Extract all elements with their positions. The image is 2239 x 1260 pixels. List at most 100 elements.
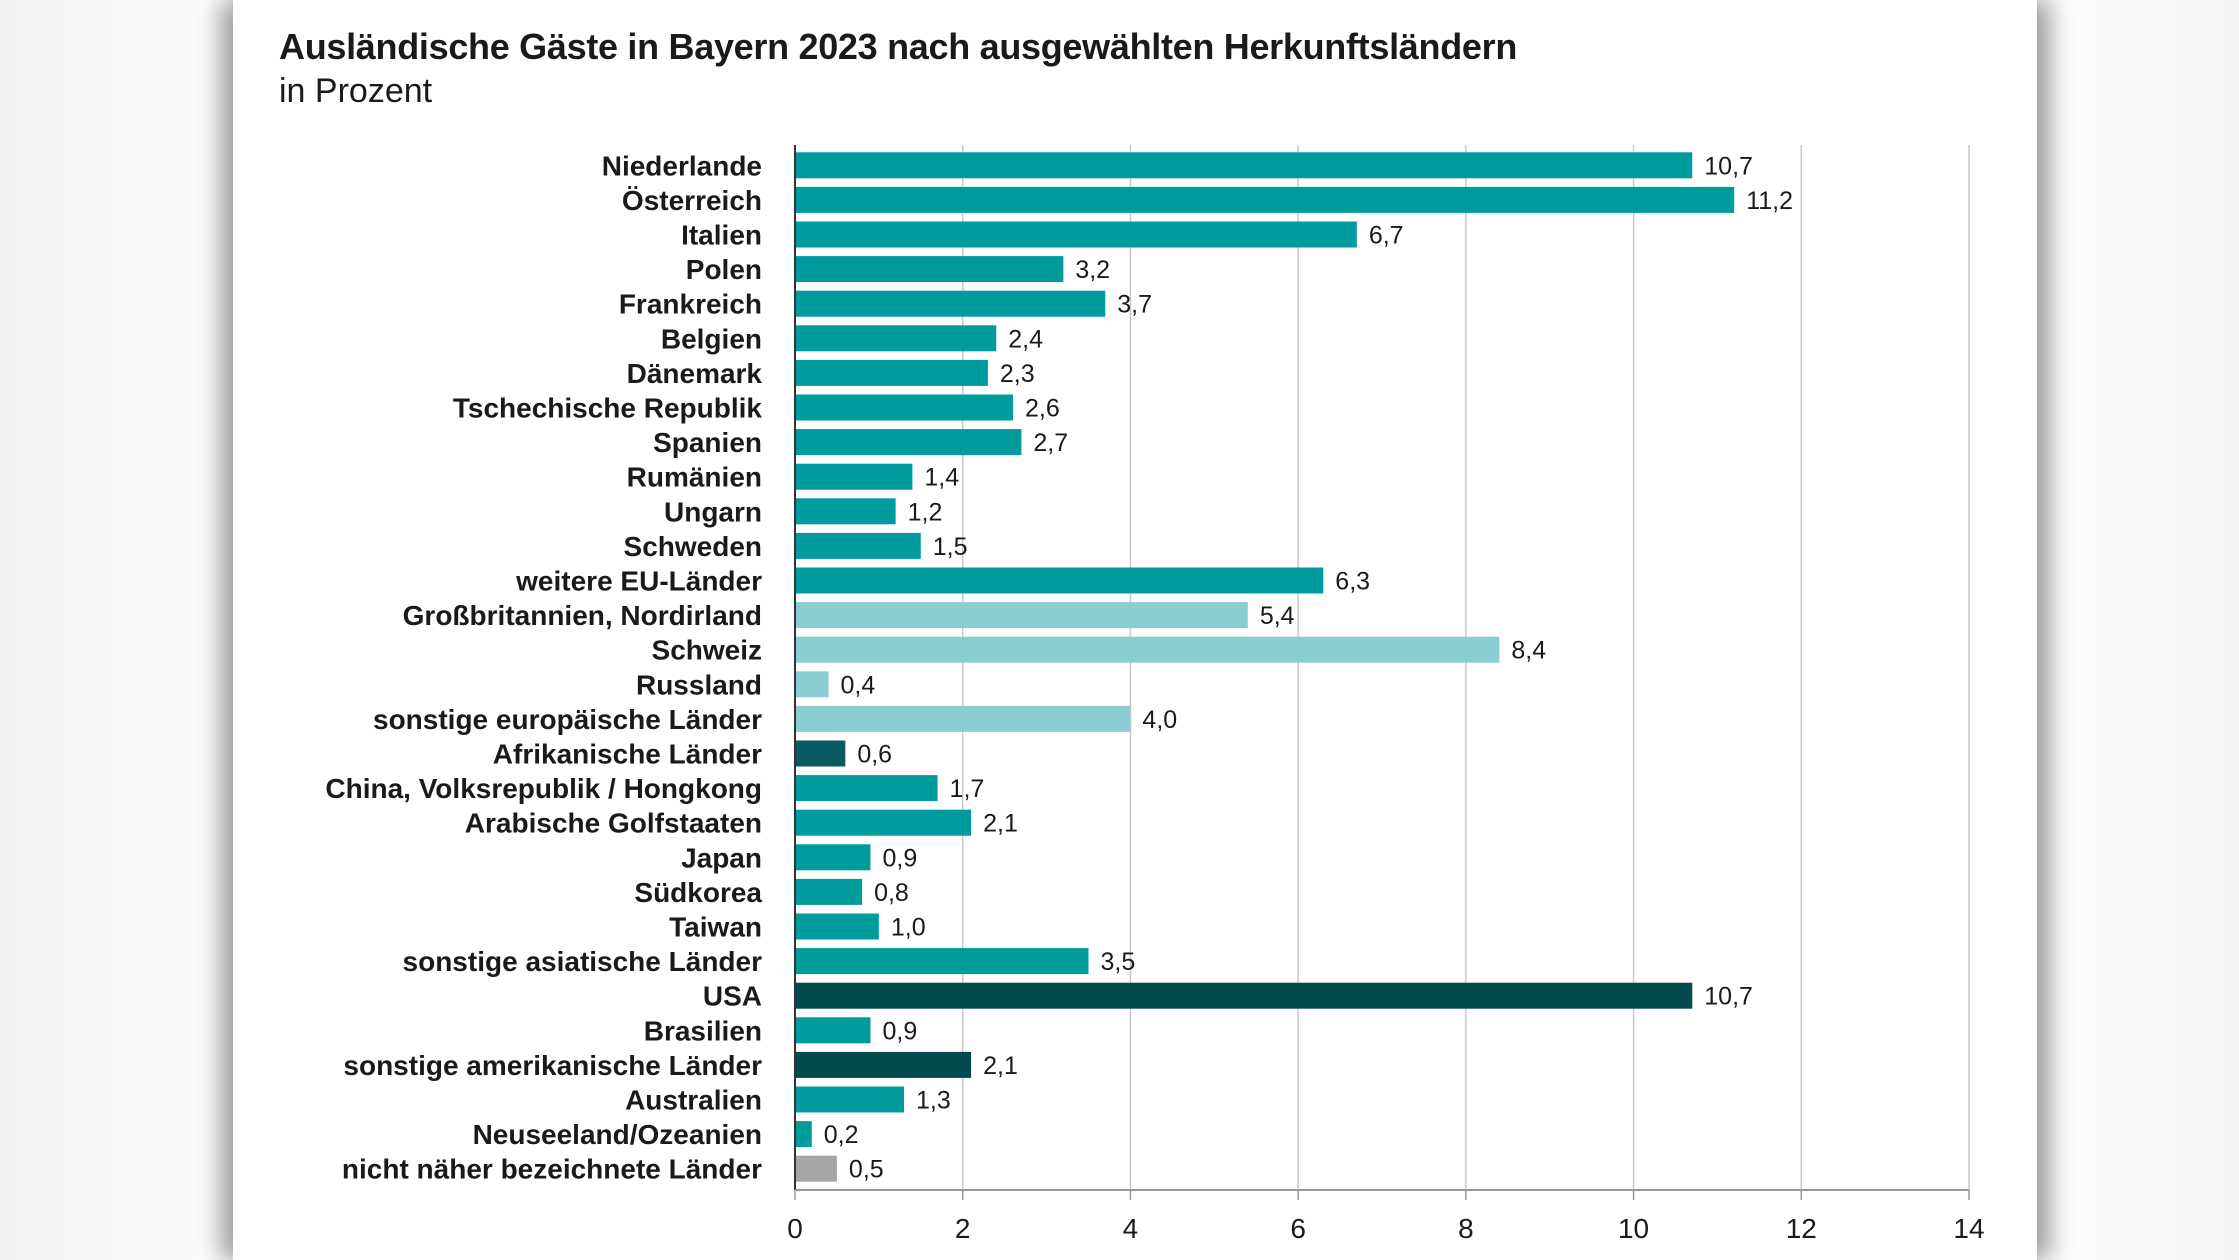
bar: [795, 359, 988, 386]
category-label: Polen: [686, 254, 762, 285]
data-label: 0,5: [849, 1156, 884, 1184]
category-label: Niederlande: [602, 150, 762, 181]
bar: [795, 532, 921, 559]
bar: [795, 671, 829, 698]
category-label: Taiwan: [669, 912, 762, 943]
bar: [795, 636, 1500, 663]
x-tick-label: 6: [1290, 1213, 1306, 1244]
data-label: 8,4: [1511, 637, 1546, 665]
bar: [795, 186, 1735, 213]
data-label: 4,0: [1142, 706, 1177, 734]
category-label: Dänemark: [627, 358, 763, 389]
bar: [795, 1086, 905, 1113]
data-label: 0,8: [874, 879, 909, 907]
bar: [795, 290, 1106, 317]
data-label: 1,4: [924, 464, 959, 492]
data-label: 2,6: [1025, 395, 1060, 423]
x-tick-label: 8: [1458, 1213, 1474, 1244]
category-label: weitere EU-Länder: [515, 566, 762, 597]
category-label: Australien: [625, 1085, 762, 1116]
data-label: 3,5: [1101, 948, 1136, 976]
data-label: 10,7: [1704, 983, 1753, 1011]
category-label: sonstige asiatische Länder: [403, 946, 763, 977]
category-label: Österreich: [622, 185, 762, 216]
data-label: 5,4: [1260, 602, 1295, 630]
data-label: 0,9: [882, 1017, 917, 1045]
x-tick-label: 10: [1618, 1213, 1649, 1244]
data-label: 10,7: [1704, 152, 1753, 180]
category-label: sonstige amerikanische Länder: [343, 1050, 762, 1081]
category-label: Schweiz: [652, 635, 762, 666]
category-label: Tschechische Republik: [453, 393, 763, 424]
data-label: 3,2: [1075, 256, 1110, 284]
bar: [795, 1121, 812, 1148]
bar: [795, 809, 972, 836]
bar: [795, 1155, 837, 1182]
category-label: Frankreich: [619, 289, 762, 320]
category-label: Japan: [681, 842, 762, 873]
bar: [795, 948, 1089, 975]
data-label: 1,2: [908, 498, 943, 526]
bar: [795, 256, 1064, 283]
category-label: Neuseeland/Ozeanien: [473, 1119, 762, 1150]
data-label: 1,3: [916, 1087, 951, 1115]
bar: [795, 775, 938, 802]
category-label: nicht näher bezeichnete Länder: [342, 1154, 762, 1185]
bar: [795, 152, 1693, 179]
x-tick-label: 2: [955, 1213, 971, 1244]
data-label: 2,7: [1033, 429, 1068, 457]
data-label: 6,7: [1369, 222, 1404, 250]
data-label: 2,3: [1000, 360, 1035, 388]
category-label: Belgien: [661, 323, 762, 354]
bar: [795, 913, 879, 940]
data-label: 1,0: [891, 914, 926, 942]
bar: [795, 740, 846, 767]
chart-title: Ausländische Gäste in Bayern 2023 nach a…: [279, 26, 1518, 67]
data-label: 0,6: [857, 741, 892, 769]
data-label: 0,2: [824, 1121, 859, 1149]
bar: [795, 705, 1131, 732]
x-tick-label: 0: [787, 1213, 803, 1244]
category-label: Arabische Golfstaaten: [465, 808, 762, 839]
category-label: Großbritannien, Nordirland: [403, 600, 762, 631]
bar: [795, 844, 871, 871]
bar: [795, 463, 913, 490]
bar: [795, 429, 1022, 456]
x-tick-label: 4: [1123, 1213, 1139, 1244]
data-label: 2,1: [983, 1052, 1018, 1080]
data-label: 6,3: [1335, 568, 1370, 596]
data-label: 2,1: [983, 810, 1018, 838]
data-label: 0,9: [882, 844, 917, 872]
category-label: China, Volksrepublik / Hongkong: [325, 773, 762, 804]
bar: [795, 567, 1324, 594]
category-label: Südkorea: [634, 877, 762, 908]
bar: [795, 498, 896, 525]
chart-subtitle: in Prozent: [279, 72, 433, 110]
data-label: 0,4: [841, 671, 876, 699]
category-label: Italien: [681, 220, 762, 251]
category-label: Spanien: [653, 427, 762, 458]
x-tick-label: 14: [1953, 1213, 1984, 1244]
data-label: 11,2: [1746, 187, 1793, 215]
category-label: Schweden: [624, 531, 762, 562]
data-label: 2,4: [1008, 325, 1043, 353]
category-label: sonstige europäische Länder: [373, 704, 762, 735]
bar: [795, 325, 997, 352]
data-label: 1,5: [933, 533, 968, 561]
bar: [795, 982, 1693, 1009]
category-label: Afrikanische Länder: [493, 739, 762, 770]
category-label: Rumänien: [627, 462, 762, 493]
bar: [795, 221, 1357, 248]
category-label: Russland: [636, 669, 762, 700]
bar: [795, 1017, 871, 1044]
bar: [795, 602, 1248, 629]
category-label: USA: [703, 981, 762, 1012]
data-label: 1,7: [950, 775, 985, 803]
category-label: Ungarn: [664, 496, 762, 527]
bar: [795, 394, 1014, 421]
bar: [795, 878, 863, 905]
data-label: 3,7: [1117, 291, 1152, 319]
category-label: Brasilien: [644, 1015, 762, 1046]
x-tick-label: 12: [1786, 1213, 1817, 1244]
